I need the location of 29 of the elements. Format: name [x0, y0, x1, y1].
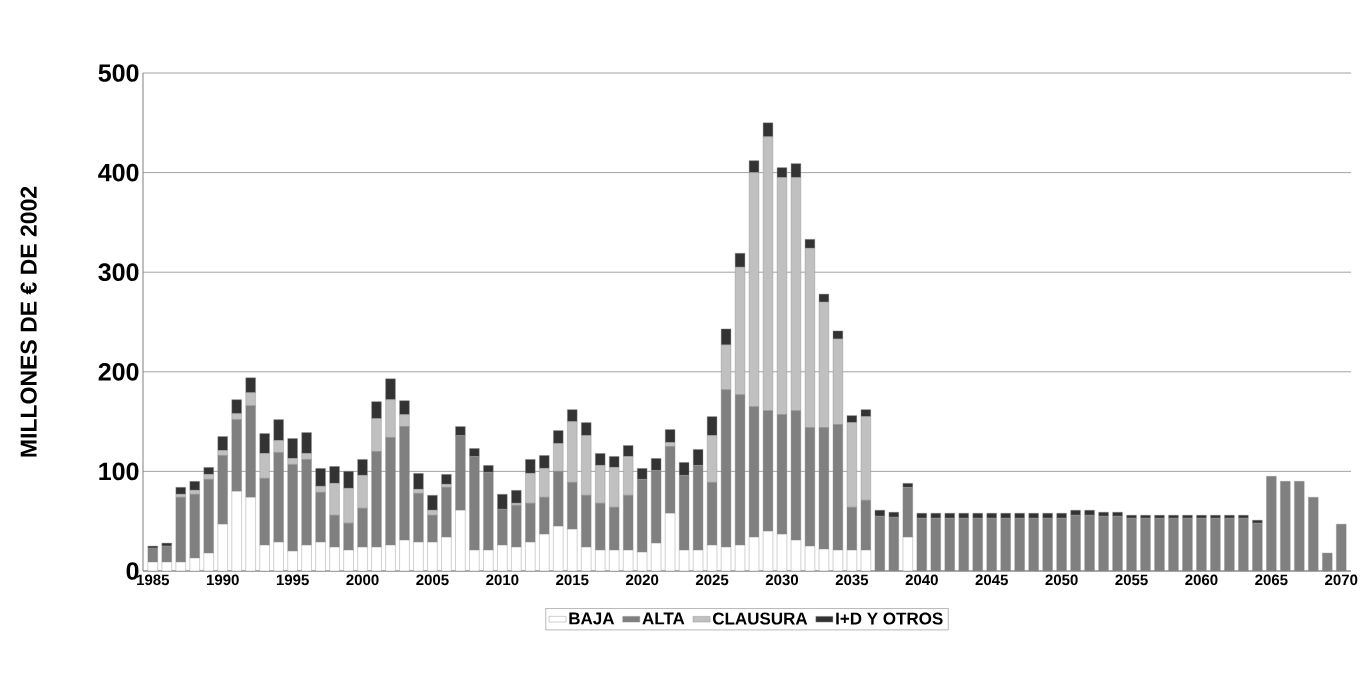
- x-tick-label: 2025: [695, 574, 729, 586]
- y-tick-label: 100: [99, 462, 139, 481]
- x-tick-label: 2060: [1185, 574, 1218, 586]
- legend-label: BAJA: [569, 612, 615, 625]
- x-tick-label: 2010: [486, 574, 519, 586]
- y-tick-label: 300: [98, 263, 139, 282]
- x-tick-label: 2000: [346, 574, 379, 586]
- x-tick-label: 1995: [276, 574, 309, 586]
- legend-label: I+D Y OTROS: [836, 612, 943, 625]
- x-tick-label: 2005: [416, 574, 449, 586]
- x-tick-label: 1990: [206, 574, 239, 586]
- x-tick-label: 2040: [905, 574, 938, 586]
- x-tick-label: 2055: [1115, 574, 1148, 586]
- y-tick-label: 400: [98, 163, 139, 182]
- x-tick-label: 2020: [626, 574, 659, 586]
- x-tick-label: 2050: [1045, 574, 1078, 586]
- y-tick-label: 200: [98, 362, 139, 381]
- x-tick-label: 2070: [1325, 574, 1358, 586]
- y-tick-label: 500: [98, 64, 139, 82]
- x-tick-label: 2065: [1255, 574, 1288, 586]
- y-tick-label: 0: [126, 562, 139, 580]
- x-tick-label: 1985: [137, 574, 170, 586]
- legend-label: ALTA: [642, 612, 685, 625]
- legend-label: CLAUSURA: [712, 612, 808, 625]
- y-axis-title: MILLONES DE € DE 2002: [20, 186, 37, 457]
- x-tick-label: 2045: [975, 574, 1008, 586]
- x-tick-label: 2030: [765, 574, 799, 586]
- x-tick-label: 2015: [556, 574, 589, 586]
- x-tick-label: 2035: [835, 574, 869, 586]
